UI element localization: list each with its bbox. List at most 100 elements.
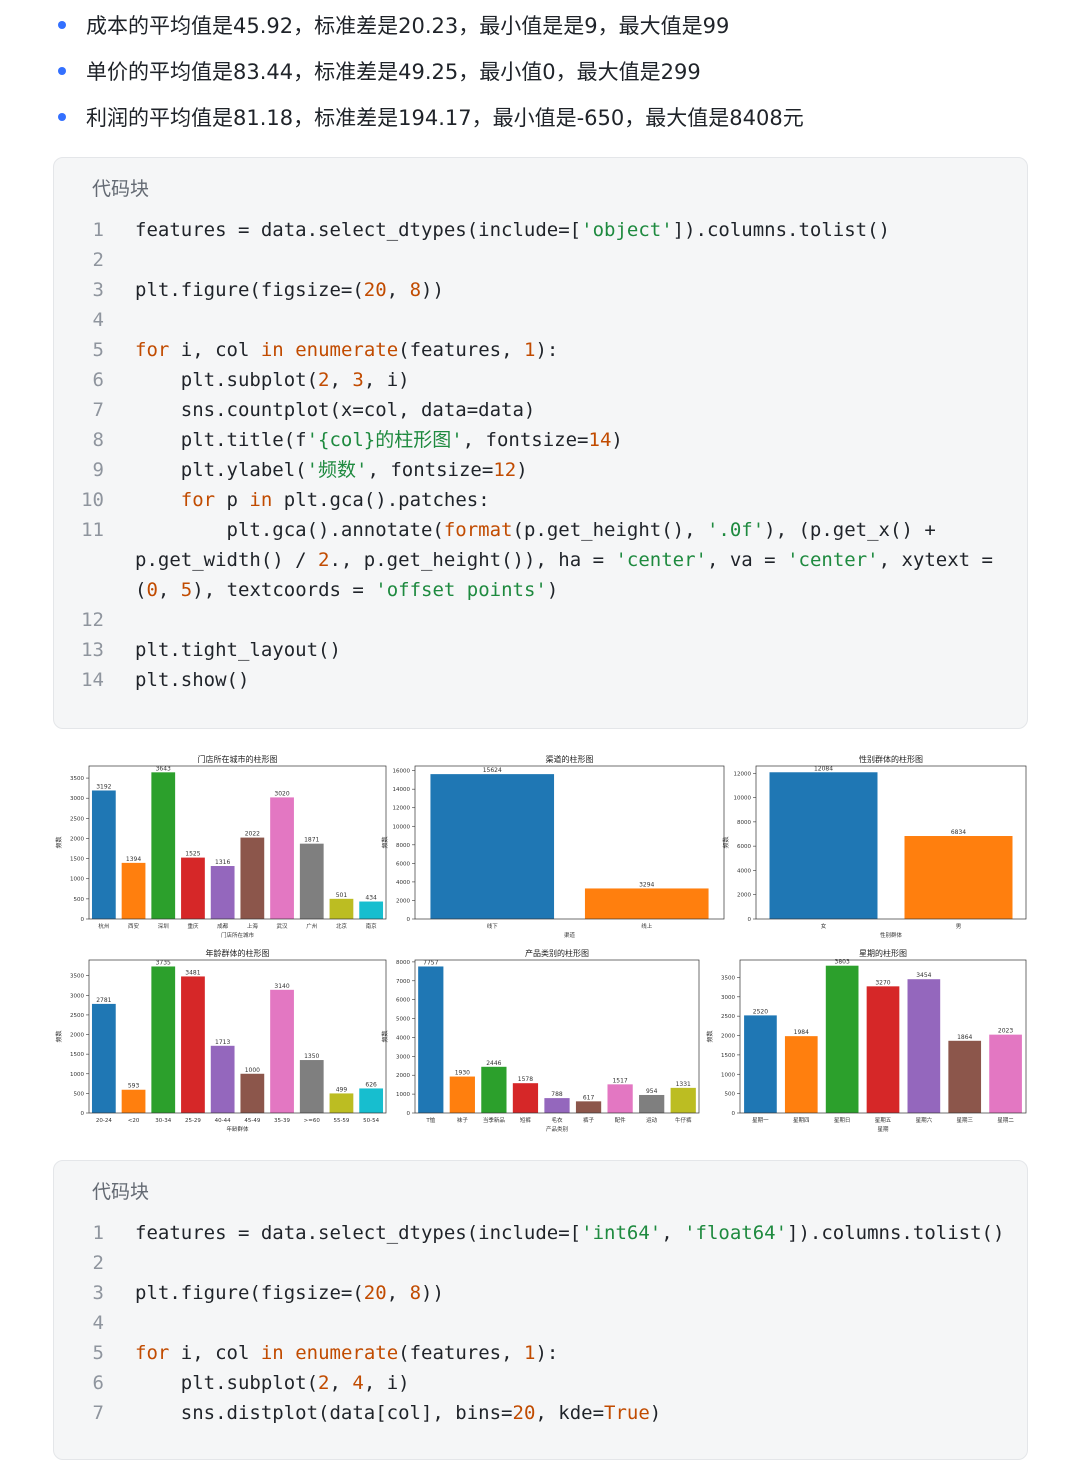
code-text: for p in plt.gca().patches: xyxy=(180,489,490,511)
x-tick-label: 深圳 xyxy=(158,922,170,930)
x-tick-label: 星期五 xyxy=(875,1117,892,1124)
chart-bar xyxy=(329,1093,354,1113)
chart-bar xyxy=(430,774,555,919)
bar-value-label: 3270 xyxy=(875,979,890,986)
bar-value-label: 1871 xyxy=(304,837,319,844)
code-text: plt.ylabel('频数', fontsize=12) xyxy=(135,459,528,481)
chart-bar xyxy=(240,837,265,919)
x-tick-label: 40-44 xyxy=(215,1118,231,1124)
y-tick-label: 0 xyxy=(732,1111,736,1117)
code-line: 1 features = data.select_dtypes(include=[… xyxy=(54,1218,1027,1248)
chart-bar xyxy=(544,1098,570,1113)
line-number: 6 xyxy=(92,369,104,391)
bar-value-label: 1000 xyxy=(245,1067,260,1074)
bar-value-label: 2446 xyxy=(486,1060,501,1067)
bar-value-label: 593 xyxy=(128,1083,140,1090)
chart-bar xyxy=(449,1076,475,1113)
code-line: 1 features = data.select_dtypes(include=[… xyxy=(54,215,1027,245)
code-block-title: 代码块 xyxy=(92,1181,150,1203)
x-axis-label: 产品类别 xyxy=(546,1125,568,1133)
chart-bar xyxy=(270,989,294,1113)
chart-bar xyxy=(670,1087,696,1113)
code-line: 7 sns.distplot(data[col], bins=20, kde=T… xyxy=(54,1398,1027,1428)
code-block[interactable]: 代码块 1 features = data.select_dtypes(inclu… xyxy=(53,1160,1028,1460)
y-tick-label: 10000 xyxy=(734,796,752,802)
y-tick-label: 1000 xyxy=(721,1072,735,1078)
y-tick-label: 1000 xyxy=(70,877,84,883)
x-axis-label: 渠道 xyxy=(564,931,576,939)
y-tick-label: 1500 xyxy=(70,857,84,863)
bar-value-label: 626 xyxy=(365,1081,377,1088)
x-tick-label: <20 xyxy=(128,1118,140,1124)
y-tick-label: 0 xyxy=(748,917,752,923)
code-line: (0, 5), textcoords = 'offset points') xyxy=(54,575,1027,605)
x-axis-label: 星期 xyxy=(877,1126,889,1133)
x-tick-label: 运动 xyxy=(646,1116,658,1124)
chart-bar xyxy=(825,965,859,1113)
line-number: 13 xyxy=(81,639,104,661)
bar-value-label: 1713 xyxy=(215,1039,230,1046)
code-text: plt.subplot(2, 3, i) xyxy=(135,369,410,391)
y-tick-label: 2500 xyxy=(721,1014,735,1020)
line-number: 11 xyxy=(81,519,104,541)
chart-axes-frame xyxy=(739,959,1027,1114)
y-tick-label: 2500 xyxy=(70,1013,84,1019)
chart-bar xyxy=(769,772,878,919)
x-axis-label: 性别群体 xyxy=(880,931,903,939)
x-tick-label: >=60 xyxy=(304,1118,321,1124)
line-number: 1 xyxy=(92,1222,104,1244)
x-tick-label: 毛衣 xyxy=(551,1116,563,1124)
chart-bar xyxy=(121,1089,146,1113)
y-tick-label: 500 xyxy=(725,1092,736,1098)
code-text: for i, col in enumerate(features, 1): xyxy=(135,339,559,361)
bar-value-label: 501 xyxy=(336,892,348,899)
chart-bar xyxy=(866,986,900,1113)
code-text: for i, col in enumerate(features, 1): xyxy=(135,1342,559,1364)
y-tick-label: 500 xyxy=(74,897,85,903)
x-tick-label: 35-39 xyxy=(274,1118,290,1124)
chart-bar xyxy=(181,976,205,1113)
bar-value-label: 3803 xyxy=(835,959,850,966)
x-tick-label: 30-34 xyxy=(155,1118,171,1124)
chart-bar xyxy=(299,1060,324,1113)
chart-title: 渠道的柱形图 xyxy=(546,754,594,764)
code-text: plt.figure(figsize=(20, 8)) xyxy=(135,1282,444,1304)
bar-value-label: 3643 xyxy=(156,765,171,772)
x-tick-label: 北京 xyxy=(336,922,348,930)
bullet-item: 利润的平均值是81.18，标准差是194.17，最小值是-650，最大值是840… xyxy=(56,97,804,137)
x-tick-label: T恤 xyxy=(425,1116,435,1124)
line-number: 4 xyxy=(92,1312,104,1334)
code-line: 4 xyxy=(54,305,1027,335)
bullet-text: 利润的平均值是81.18，标准差是194.17，最小值是-650，最大值是840… xyxy=(86,106,804,130)
bar-value-label: 434 xyxy=(365,895,377,902)
chart-bar xyxy=(418,966,444,1113)
bar-value-label: 3454 xyxy=(916,972,931,979)
code-text: plt.show() xyxy=(135,669,250,691)
chart-bar xyxy=(270,797,294,919)
line-number: 7 xyxy=(92,399,104,421)
x-tick-label: 星期日 xyxy=(834,1117,851,1124)
chart-title: 年龄群体的柱形图 xyxy=(206,948,270,958)
chart-axes-frame xyxy=(414,959,700,1114)
x-tick-label: 星期四 xyxy=(793,1117,810,1124)
x-tick-label: 线上 xyxy=(641,922,653,930)
chart-bar xyxy=(584,888,709,919)
chart-bar xyxy=(181,857,205,919)
x-tick-label: 星期三 xyxy=(956,1117,973,1124)
y-tick-label: 3500 xyxy=(70,974,84,980)
y-tick-label: 12000 xyxy=(734,771,752,777)
bullet-dot-icon xyxy=(58,113,66,121)
chart-bar xyxy=(481,1066,507,1113)
code-line: 12 xyxy=(54,605,1027,635)
code-text: features = data.select_dtypes(include=['… xyxy=(135,1222,1005,1244)
bar-value-label: 1525 xyxy=(185,851,200,858)
line-number: 2 xyxy=(92,1252,104,1274)
line-number: 5 xyxy=(92,339,104,361)
code-block[interactable]: 代码块 1 features = data.select_dtypes(inclu… xyxy=(53,157,1028,729)
code-line: 3 plt.figure(figsize=(20, 8)) xyxy=(54,1278,1027,1308)
x-tick-label: 上海 xyxy=(247,922,259,930)
bullet-text: 成本的平均值是45.92，标准差是20.23，最小值是是9，最大值是99 xyxy=(86,14,730,38)
x-tick-label: 25-29 xyxy=(185,1118,201,1124)
line-number: 4 xyxy=(92,309,104,331)
y-tick-label: 1500 xyxy=(721,1053,735,1059)
